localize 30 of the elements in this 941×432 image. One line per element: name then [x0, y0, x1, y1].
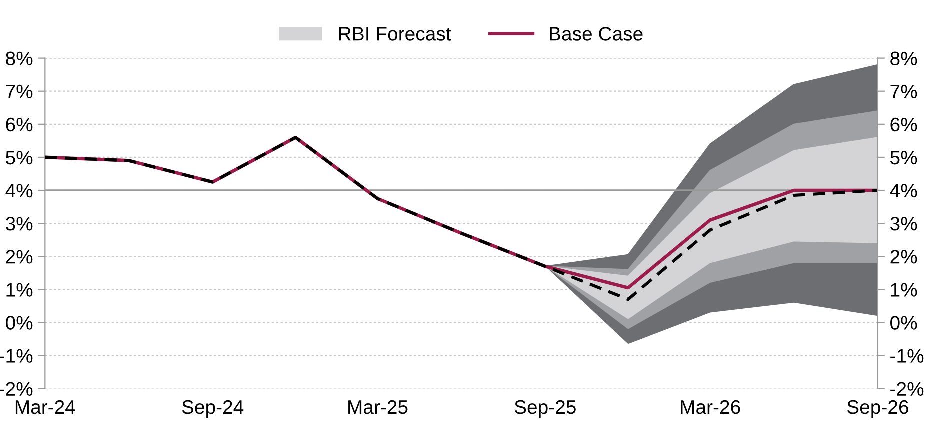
y2-tick-label: 3% [890, 217, 918, 231]
y2-tick-label: -2% [890, 382, 924, 396]
y-tick-label: 2% [6, 250, 33, 264]
x-tick-label: Mar-26 [681, 400, 740, 414]
y2-tick-label: 8% [890, 52, 918, 66]
x-tick-label: Sep-24 [182, 400, 244, 418]
y2-tick-label: -1% [890, 349, 924, 363]
y-tick-label: 5% [6, 151, 33, 165]
y-tick-label: -1% [0, 349, 33, 363]
y-tick-label: 3% [6, 217, 33, 231]
y2-tick-label: 0% [890, 316, 918, 330]
y-tick-label: 7% [6, 84, 33, 99]
y2-tick-label: 2% [890, 250, 918, 264]
y-tick-label: 8% [6, 52, 33, 66]
y-tick-label: -2% [0, 382, 33, 396]
y2-tick-label: 4% [890, 184, 918, 198]
y-tick-label: 0% [6, 316, 33, 330]
y-tick-label: 6% [6, 118, 33, 132]
y2-tick-label: 5% [890, 151, 918, 165]
x-tick-label: Sep-25 [514, 400, 576, 418]
y2-tick-label: 6% [890, 118, 918, 132]
x-tick-label: Mar-24 [16, 400, 76, 414]
x-tick-label: Mar-25 [348, 400, 408, 414]
y-tick-label: 4% [6, 184, 33, 198]
y-tick-label: 1% [6, 283, 33, 297]
y2-tick-label: 1% [891, 283, 918, 297]
legend-label: Base Case [550, 27, 643, 41]
y2-tick-label: 7% [890, 84, 918, 99]
x-tick-label: Sep-26 [847, 400, 908, 418]
legend-label: RBI Forecast [339, 27, 452, 41]
